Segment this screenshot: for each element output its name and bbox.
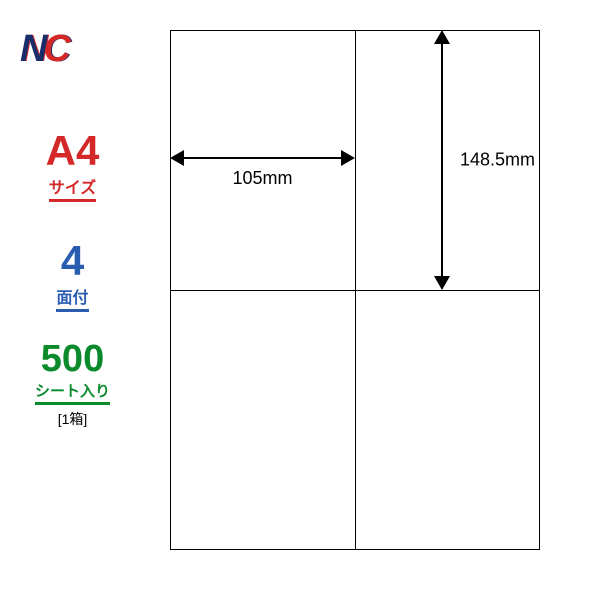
brand-logo: NC: [20, 28, 67, 71]
spec-sheets-label: シート入り: [35, 380, 110, 405]
spec-paper-size: A4 サイズ: [20, 130, 125, 202]
logo-letter-c: C: [43, 28, 66, 70]
dimension-width-label: 105mm: [170, 168, 355, 189]
dimension-height-shaft: [441, 36, 443, 284]
spec-sheets: 500 シート入り [1箱]: [20, 340, 125, 429]
spec-paper-size-label: サイズ: [49, 174, 97, 202]
arrow-right-icon: [341, 150, 355, 166]
spec-sheets-extra: [1箱]: [20, 409, 125, 429]
spec-faces-label: 面付: [56, 284, 88, 312]
sheet-divider-horizontal: [171, 290, 539, 291]
dimension-height: 148.5mm: [430, 30, 454, 290]
label-sheet-diagram: [170, 30, 540, 550]
dimension-width: 105mm: [170, 146, 355, 170]
spec-faces-value: 4: [20, 240, 125, 282]
logo-letter-n: N: [20, 28, 43, 70]
dimension-width-shaft: [176, 157, 349, 159]
spec-paper-size-value: A4: [20, 130, 125, 172]
spec-sheets-value: 500: [20, 340, 125, 378]
arrow-down-icon: [434, 276, 450, 290]
spec-faces: 4 面付: [20, 240, 125, 312]
dimension-height-label: 148.5mm: [460, 150, 535, 171]
